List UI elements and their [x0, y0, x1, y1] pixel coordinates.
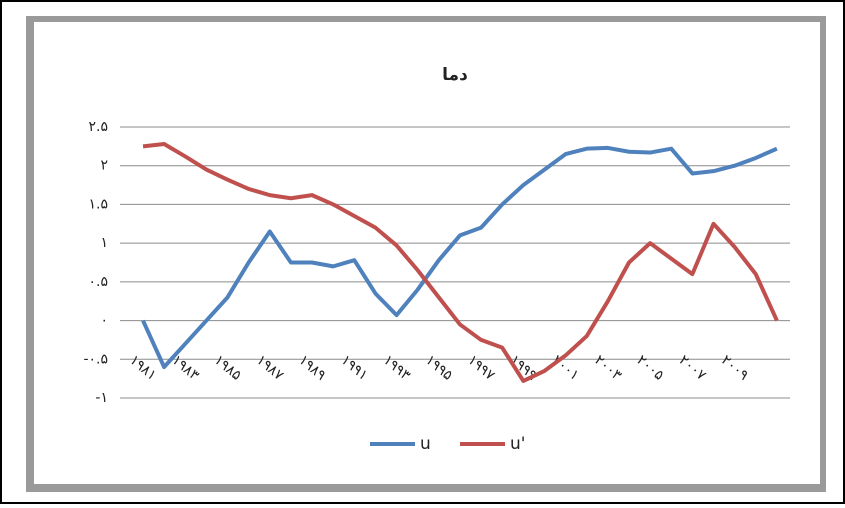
y-tick-label: -۱ — [95, 390, 108, 406]
y-tick-label: ۱ — [100, 235, 108, 251]
y-tick-label: ۲ — [100, 158, 108, 174]
plot-background — [34, 22, 820, 484]
series-line — [141, 145, 778, 370]
chart-title: دما — [442, 65, 468, 85]
y-tick-label: ۰ — [100, 313, 108, 329]
y-tick-label: ۲.۵ — [89, 119, 109, 135]
series-line — [142, 142, 779, 383]
y-tick-label: -۰.۵ — [83, 351, 108, 367]
legend-label: u — [420, 434, 431, 454]
y-tick-label: ۱.۵ — [89, 196, 109, 212]
legend-label: u' — [510, 434, 525, 454]
y-tick-label: ۰.۵ — [89, 274, 109, 290]
